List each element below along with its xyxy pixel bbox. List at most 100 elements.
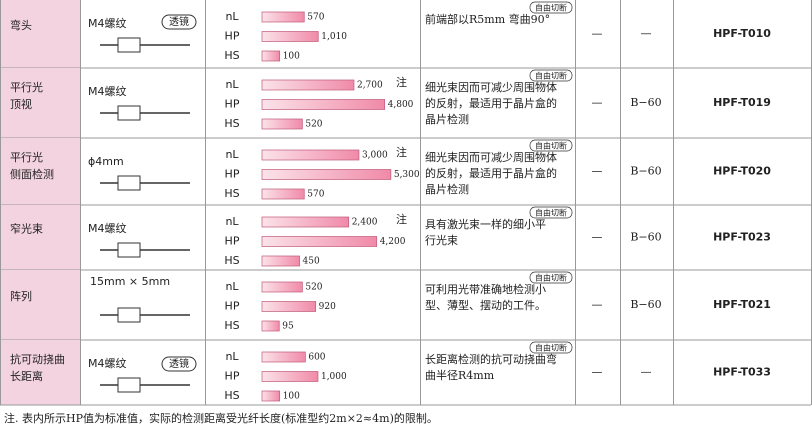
col-a: — bbox=[592, 27, 603, 40]
badge-text: 透镜 bbox=[169, 357, 189, 370]
lens-badge: 透镜 bbox=[161, 356, 197, 372]
col-b: — bbox=[641, 366, 652, 379]
row-type: 平行光 bbox=[10, 80, 43, 94]
description: 具有激光束一样的细小平 bbox=[425, 217, 546, 231]
mode-label: nL bbox=[225, 350, 239, 363]
mode-label: nL bbox=[225, 148, 239, 161]
description: 的反射，最适用于晶片盒的 bbox=[425, 166, 557, 180]
row-type: 长距离 bbox=[10, 369, 43, 383]
cut-badge: 自由切断 bbox=[535, 3, 567, 13]
row-type: 窄光束 bbox=[10, 222, 43, 236]
bar-label: 1,010 bbox=[321, 32, 347, 42]
bar-label: 2,400 bbox=[352, 218, 378, 228]
cut-badge: 自由切断 bbox=[535, 273, 567, 283]
bar bbox=[261, 390, 281, 402]
col-a: — bbox=[592, 96, 603, 109]
type-cell bbox=[0, 205, 80, 270]
badge-box bbox=[161, 356, 197, 372]
mode-label: HS bbox=[224, 187, 239, 200]
sensor-head bbox=[117, 307, 141, 323]
col-b: B−60 bbox=[630, 231, 661, 244]
bar bbox=[261, 169, 392, 180]
bar bbox=[261, 149, 360, 161]
sensor-head bbox=[117, 377, 141, 393]
bar-label: 520 bbox=[305, 283, 322, 293]
bar-label: 95 bbox=[282, 322, 294, 332]
col-b: B−60 bbox=[630, 165, 661, 178]
bar-label: 2,700 bbox=[357, 81, 383, 91]
note-mark: 注 bbox=[396, 145, 407, 159]
mode-label: nL bbox=[225, 280, 239, 293]
icon-label: M4螺纹 bbox=[88, 84, 127, 98]
cut-badge-box bbox=[529, 206, 573, 219]
row-type: 阵列 bbox=[10, 289, 32, 303]
description: 行光束 bbox=[425, 233, 458, 247]
sensor-head bbox=[117, 105, 141, 121]
bar bbox=[261, 11, 305, 23]
mode-label: HP bbox=[225, 300, 240, 313]
mode-label: HP bbox=[225, 30, 240, 43]
bar-label: 5,300 bbox=[394, 170, 420, 180]
col-b: — bbox=[641, 27, 652, 40]
bar-label: 450 bbox=[303, 257, 320, 267]
mode-label: HS bbox=[224, 117, 239, 130]
bar bbox=[261, 50, 281, 62]
col-a: — bbox=[592, 231, 603, 244]
cut-badge-box bbox=[529, 1, 573, 14]
icon-label: M4螺纹 bbox=[88, 356, 127, 370]
type-cell bbox=[0, 138, 80, 205]
cut-badge: 自由切断 bbox=[535, 343, 567, 353]
badge-text: 透镜 bbox=[169, 15, 189, 28]
cut-badge-box bbox=[529, 69, 573, 82]
footnote: 注. 表内所示HP值为标准值，实际的检测距离受光纤长度(标准型约2m×2≈4m)… bbox=[4, 411, 438, 425]
description: 长距离检测的抗可动挠曲弯 bbox=[425, 352, 557, 366]
lens-badge: 透镜 bbox=[161, 14, 197, 30]
note-mark: 注 bbox=[396, 212, 407, 226]
description: 前端部以R5mm 弯曲90° bbox=[425, 12, 550, 26]
bar-label: 100 bbox=[283, 392, 300, 402]
bar-label: 1,000 bbox=[321, 372, 347, 382]
bar bbox=[261, 301, 317, 312]
row-type: 平行光 bbox=[10, 150, 43, 164]
bar-label: 570 bbox=[307, 190, 324, 200]
description: 细光束因而可减少周围物体 bbox=[425, 150, 557, 164]
bar bbox=[261, 216, 350, 228]
bar bbox=[261, 79, 355, 91]
mode-label: HP bbox=[225, 235, 240, 248]
type-cell bbox=[0, 0, 80, 68]
mode-label: nL bbox=[225, 78, 239, 91]
bar bbox=[261, 281, 303, 293]
icon-label: 15mm × 5mm bbox=[90, 275, 170, 288]
bar bbox=[261, 320, 280, 332]
note-mark: 注 bbox=[396, 75, 407, 89]
model: HPF-T021 bbox=[713, 298, 771, 311]
cut-badge: 自由切断 bbox=[535, 141, 567, 151]
mode-label: HP bbox=[225, 370, 240, 383]
model: HPF-T033 bbox=[713, 366, 771, 379]
bar bbox=[261, 351, 306, 363]
bar-label: 4,800 bbox=[388, 100, 414, 110]
description: 细光束因而可减少周围物体 bbox=[425, 80, 557, 94]
bar-label: 920 bbox=[319, 302, 336, 312]
col-a: — bbox=[592, 298, 603, 311]
col-a: — bbox=[592, 366, 603, 379]
model: HPF-T020 bbox=[713, 165, 771, 178]
type-cell bbox=[0, 340, 80, 405]
bar bbox=[261, 99, 385, 110]
mode-label: HS bbox=[224, 319, 239, 332]
cut-badge: 自由切断 bbox=[535, 71, 567, 81]
row-type: 侧面检测 bbox=[10, 167, 54, 181]
model: HPF-T010 bbox=[713, 27, 771, 40]
description: 型、薄型、摆动的工件。 bbox=[425, 298, 546, 312]
row-type: 顶视 bbox=[10, 97, 32, 111]
bar bbox=[261, 31, 319, 42]
bar bbox=[261, 118, 303, 130]
sensor-head bbox=[117, 37, 141, 53]
mode-label: nL bbox=[225, 10, 239, 23]
bar-label: 520 bbox=[305, 120, 322, 130]
bar-label: 4,200 bbox=[380, 237, 406, 247]
col-b: B−60 bbox=[630, 96, 661, 109]
description: 晶片检测 bbox=[425, 182, 469, 196]
cut-badge-box bbox=[529, 341, 573, 354]
